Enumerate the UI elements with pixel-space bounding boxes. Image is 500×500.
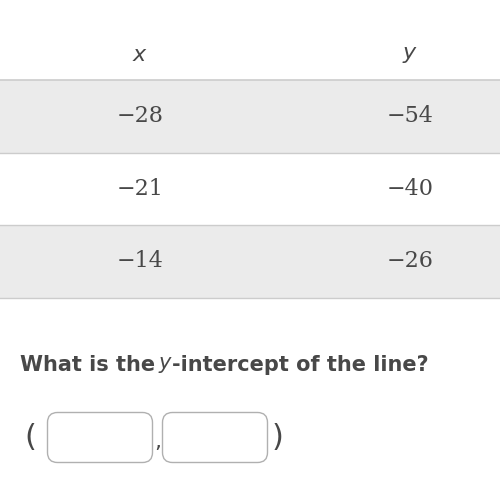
- Text: −40: −40: [386, 178, 434, 200]
- Text: $x$: $x$: [132, 45, 148, 65]
- Text: ): ): [272, 423, 283, 452]
- Text: $y$: $y$: [402, 45, 418, 65]
- Text: −21: −21: [116, 178, 164, 200]
- Text: −28: −28: [116, 106, 164, 127]
- Text: ,: ,: [154, 432, 161, 452]
- Text: $y$: $y$: [158, 355, 174, 375]
- Text: −54: −54: [386, 106, 434, 127]
- FancyBboxPatch shape: [162, 412, 268, 463]
- FancyBboxPatch shape: [48, 412, 152, 463]
- Text: −14: −14: [116, 250, 164, 272]
- FancyBboxPatch shape: [0, 225, 500, 298]
- Text: What is the: What is the: [20, 355, 163, 375]
- FancyBboxPatch shape: [0, 30, 500, 80]
- FancyBboxPatch shape: [0, 152, 500, 225]
- FancyBboxPatch shape: [0, 80, 500, 152]
- Text: -intercept of the line?: -intercept of the line?: [172, 355, 429, 375]
- Text: (: (: [24, 423, 36, 452]
- Text: −26: −26: [386, 250, 434, 272]
